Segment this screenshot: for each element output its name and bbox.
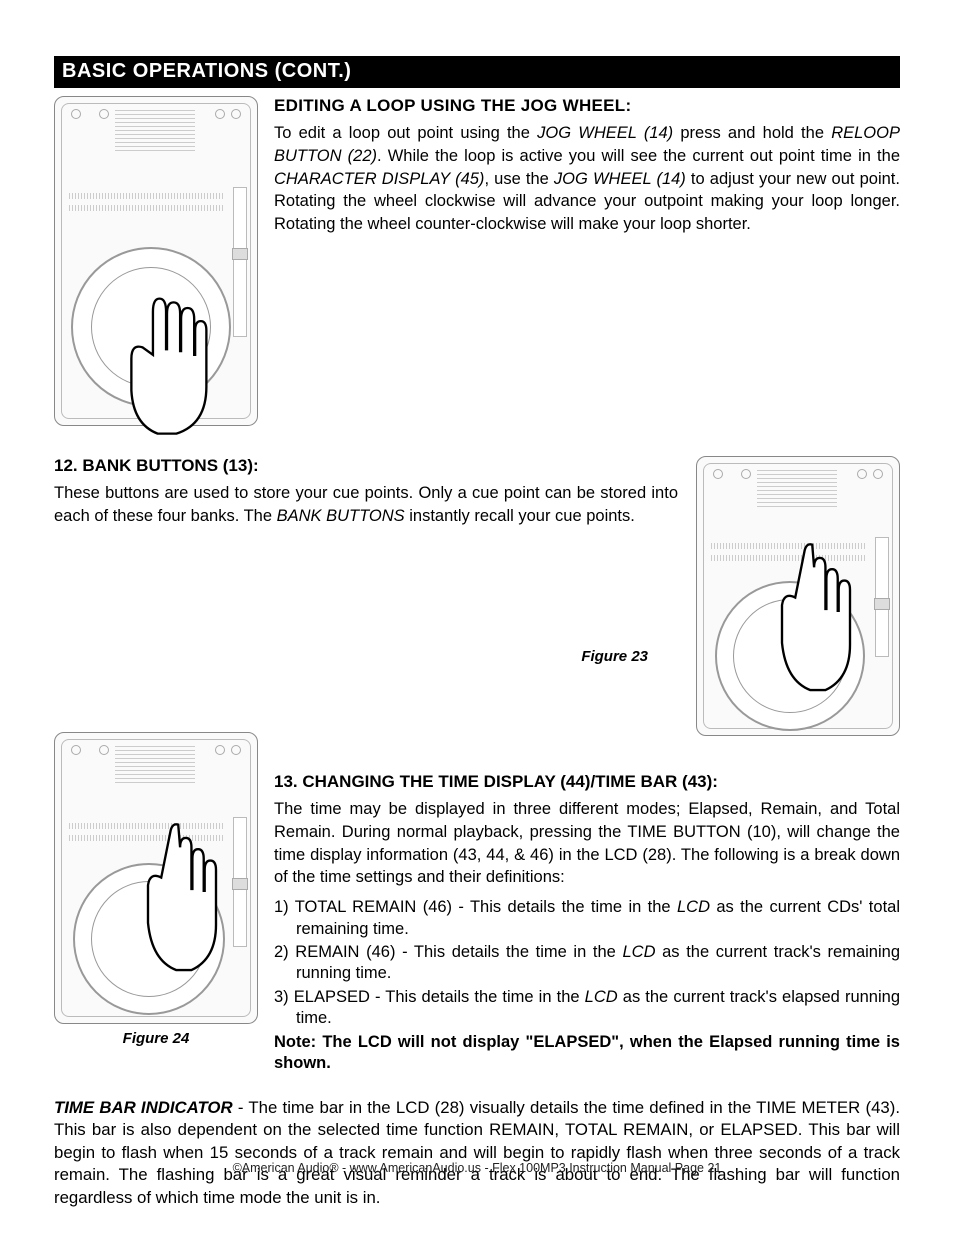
- figure-24-caption: Figure 24: [54, 1030, 258, 1047]
- section-title-bar: BASIC OPERATIONS (CONT.): [54, 56, 900, 88]
- hand-icon: [117, 293, 217, 443]
- heading-bank-buttons: 12. BANK BUTTONS (13):: [54, 456, 678, 476]
- page-footer: ©American Audio® - www.AmericanAudio.us …: [0, 1161, 954, 1175]
- section-editing-loop: EDITING A LOOP USING THE JOG WHEEL: To e…: [54, 96, 900, 426]
- figure-24: [54, 732, 258, 1024]
- para-time-display: The time may be displayed in three diffe…: [274, 798, 900, 889]
- note-elapsed: Note: The LCD will not display "ELAPSED"…: [274, 1032, 900, 1075]
- figure-jog-wheel: [54, 96, 258, 426]
- list-item: 3) ELAPSED - This details the time in th…: [274, 987, 900, 1030]
- para-editing-loop: To edit a loop out point using the JOG W…: [274, 122, 900, 236]
- para-time-bar-indicator: TIME BAR INDICATOR - The time bar in the…: [54, 1097, 900, 1210]
- time-definitions-list: 1) TOTAL REMAIN (46) - This details the …: [274, 897, 900, 1030]
- hand-icon: [777, 539, 855, 709]
- list-item: 1) TOTAL REMAIN (46) - This details the …: [274, 897, 900, 940]
- figure-23: [696, 456, 900, 736]
- time-bar-label: TIME BAR INDICATOR: [54, 1098, 233, 1117]
- section-bank-buttons: 12. BANK BUTTONS (13): These buttons are…: [54, 456, 900, 736]
- list-item: 2) REMAIN (46) - This details the time i…: [274, 942, 900, 985]
- figure-23-caption: Figure 23: [581, 648, 648, 665]
- heading-editing-loop: EDITING A LOOP USING THE JOG WHEEL:: [274, 96, 900, 116]
- hand-icon: [143, 819, 221, 989]
- para-bank-buttons: These buttons are used to store your cue…: [54, 482, 678, 528]
- heading-time-display: 13. CHANGING THE TIME DISPLAY (44)/TIME …: [274, 772, 900, 792]
- section-time-display: Figure 24 13. CHANGING THE TIME DISPLAY …: [54, 732, 900, 1075]
